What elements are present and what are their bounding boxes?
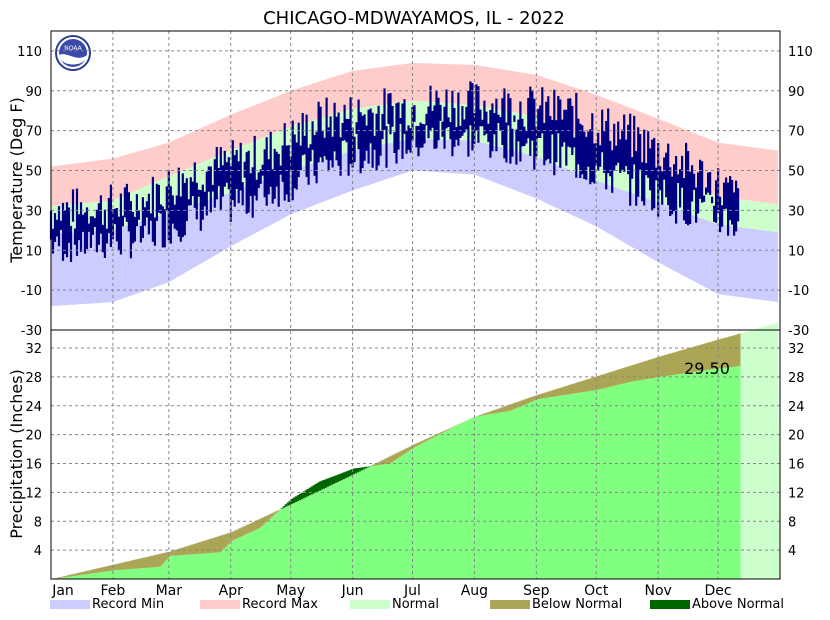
temperature-tick-label-left: 30	[25, 204, 42, 219]
temperature-tick-label-left: 110	[17, 45, 42, 60]
legend: Record Min Record Max Normal Below Norma…	[0, 597, 830, 617]
month-tick-label: Feb	[101, 583, 126, 599]
legend-label: Record Min	[92, 597, 165, 612]
temperature-tick-label-left: -30	[21, 324, 42, 339]
below-normal-precipitation	[53, 333, 741, 579]
precipitation-tick-label-right: 32	[788, 342, 805, 357]
precipitation-tick-label-right: 16	[788, 458, 805, 473]
precipitation-tick-label-right: 8	[788, 515, 796, 530]
month-tick-label: Sep	[523, 583, 550, 599]
legend-item-below-normal: Below Normal	[490, 597, 622, 615]
legend-label: Normal	[392, 597, 440, 612]
legend-label: Record Max	[242, 597, 318, 612]
observed-precipitation-area	[51, 366, 741, 579]
temperature-tick-label-left: 50	[25, 165, 42, 180]
legend-swatch-above-normal	[650, 600, 690, 609]
temperature-tick-label-right: 70	[788, 125, 805, 140]
axes-layer: -30 -30 -10 -10 10 10 30 30 50 50 70 70 90 90 110 110 4 4…	[17, 30, 813, 599]
precipitation-tick-label-left: 4	[34, 544, 42, 559]
legend-swatch-below-normal	[490, 600, 530, 609]
temperature-tick-label-right: -30	[788, 324, 809, 339]
precipitation-total-label: 29.50	[684, 359, 730, 378]
noaa-logo: NOAA	[55, 35, 91, 71]
month-tick-label: Jun	[341, 583, 364, 599]
precipitation-tick-label-right: 24	[788, 400, 805, 415]
temperature-tick-label-left: -10	[21, 284, 42, 299]
month-tick-label: Jul	[403, 583, 421, 599]
precipitation-frame	[50, 329, 781, 580]
normal-precipitation-area	[738, 322, 780, 579]
temperature-tick-label-right: 30	[788, 204, 805, 219]
precipitation-tick-label-left: 8	[34, 515, 42, 530]
legend-swatch-record-max	[200, 600, 240, 609]
legend-swatch-record-min	[50, 600, 90, 609]
month-tick-label: Nov	[645, 583, 672, 599]
legend-item-above-normal: Above Normal	[650, 597, 784, 615]
month-tick-label: May	[276, 583, 305, 599]
legend-swatch-normal	[350, 600, 390, 609]
legend-label: Below Normal	[532, 597, 623, 612]
precipitation-tick-label-right: 28	[788, 371, 805, 386]
precipitation-tick-label-left: 28	[25, 371, 42, 386]
month-tick-label: Apr	[219, 583, 243, 599]
precipitation-axis-label: Precipitation (Inches)	[7, 369, 26, 539]
temperature-tick-label-left: 70	[25, 125, 42, 140]
precipitation-tick-label-right: 4	[788, 544, 796, 559]
legend-item-normal: Normal	[350, 597, 439, 615]
temperature-axis-label: Temperature (Deg F)	[7, 97, 26, 264]
precipitation-tick-label-left: 20	[25, 429, 42, 444]
legend-item-record-min: Record Min	[50, 597, 164, 615]
temperature-tick-label-left: 90	[25, 85, 42, 100]
temperature-tick-label-right: 10	[788, 244, 805, 259]
month-tick-label: Jan	[51, 583, 74, 599]
precipitation-tick-label-left: 12	[25, 486, 42, 501]
month-tick-label: Dec	[705, 583, 732, 599]
chart-canvas: CHICAGO-MDWAYAMOS, IL - 2022 NOAA -30 -30…	[7, 8, 813, 599]
temperature-tick-label-right: 50	[788, 165, 805, 180]
legend-label: Above Normal	[692, 597, 784, 612]
precipitation-tick-label-right: 20	[788, 429, 805, 444]
temperature-tick-label-left: 10	[25, 244, 42, 259]
precipitation-tick-label-right: 12	[788, 486, 805, 501]
chart-title: CHICAGO-MDWAYAMOS, IL - 2022	[263, 8, 565, 29]
temperature-tick-label-right: -10	[788, 284, 809, 299]
precipitation-tick-label-left: 32	[25, 342, 42, 357]
temperature-panel	[49, 62, 778, 307]
record-min-band	[51, 138, 778, 307]
temperature-tick-label-right: 90	[788, 85, 805, 100]
month-tick-label: Mar	[156, 583, 183, 599]
legend-item-record-max: Record Max	[200, 597, 318, 615]
precipitation-tick-label-left: 16	[25, 458, 42, 473]
temperature-tick-label-right: 110	[788, 45, 813, 60]
month-tick-label: Aug	[461, 583, 488, 599]
precipitation-tick-label-left: 24	[25, 400, 42, 415]
month-tick-label: Oct	[584, 583, 609, 599]
svg-text:NOAA: NOAA	[64, 45, 82, 52]
precipitation-panel	[51, 322, 780, 579]
